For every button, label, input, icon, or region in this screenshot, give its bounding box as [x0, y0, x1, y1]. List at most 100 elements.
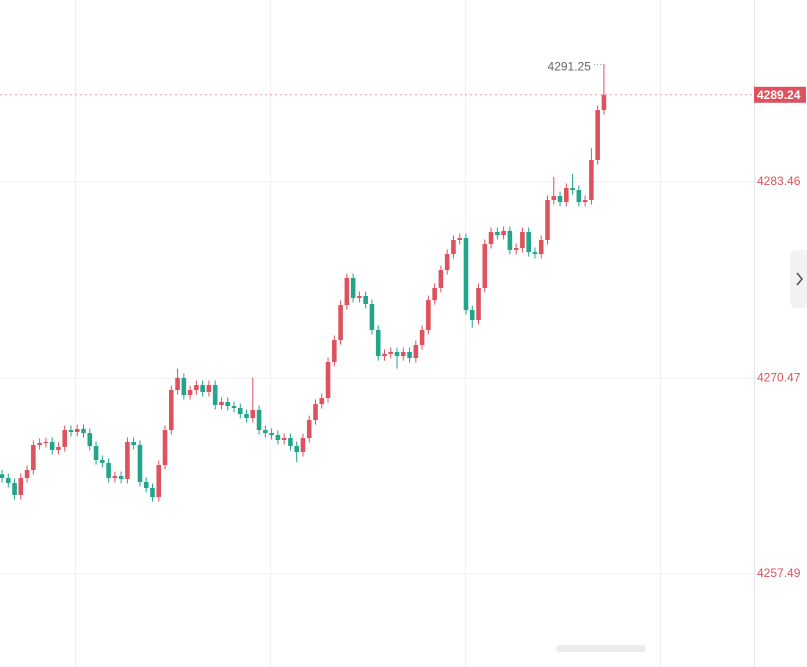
candle-body: [81, 428, 86, 434]
candle-body: [156, 465, 162, 498]
candle-body: [181, 377, 187, 396]
candle-body: [100, 460, 105, 463]
candle-body: [87, 433, 93, 447]
candle-body: [194, 385, 199, 391]
side-panel-toggle[interactable]: [790, 250, 807, 308]
candle-body: [432, 287, 437, 301]
candle-body: [407, 351, 412, 359]
candle-body: [62, 430, 67, 447]
candle-body: [451, 239, 456, 255]
candle-body: [545, 199, 550, 240]
candle-body: [187, 390, 193, 396]
candle-body: [344, 278, 350, 306]
last-price-label: 4289.24: [757, 88, 801, 102]
candle-body: [526, 231, 531, 253]
candle-body: [300, 438, 306, 453]
candle-body: [118, 476, 124, 479]
y-tick-label: 4270.47: [757, 370, 801, 384]
candle-body: [212, 385, 218, 405]
candle-body: [338, 305, 343, 341]
candle-body: [394, 351, 400, 357]
y-tick-label: 4257.49: [757, 566, 801, 580]
candle-body: [275, 435, 281, 440]
max-annotation-label: 4291.25: [548, 60, 592, 74]
candle-body: [564, 188, 569, 202]
y-tick-label: 4283.46: [757, 174, 801, 188]
candle-body: [231, 406, 237, 408]
candle-body: [357, 295, 362, 298]
candle-body: [444, 254, 450, 271]
candle-body: [244, 414, 249, 418]
candle-body: [513, 247, 519, 250]
candle-body: [350, 278, 356, 298]
candle-body: [332, 340, 337, 362]
candle-body: [225, 401, 231, 407]
candle-body: [319, 398, 325, 405]
candle-body: [413, 345, 419, 359]
candle-body: [313, 404, 318, 421]
candle-body: [520, 231, 525, 248]
candle-body: [288, 438, 293, 447]
candle-body: [74, 428, 80, 432]
candle-body: [112, 476, 118, 479]
candle-body: [49, 441, 55, 450]
candle-body: [43, 441, 49, 444]
candle-body: [501, 230, 506, 236]
candle-body: [419, 329, 425, 346]
candle-body: [125, 441, 130, 479]
candle-body: [106, 462, 111, 479]
candle-body: [375, 329, 381, 357]
candle-body: [457, 238, 463, 240]
candle-body: [306, 420, 312, 439]
candle-body: [0, 474, 5, 479]
candle-body: [532, 252, 538, 255]
candle-body: [219, 401, 224, 405]
candle-body: [162, 430, 168, 466]
candle-body: [325, 361, 331, 399]
candle-body: [12, 483, 17, 495]
candle-body: [24, 470, 30, 479]
candle-body: [18, 478, 24, 495]
candle-body: [551, 196, 557, 200]
candle-body: [150, 487, 155, 498]
candle-body: [582, 199, 588, 202]
candle-body: [200, 385, 205, 392]
candle-body: [363, 295, 368, 304]
candle-body: [469, 310, 475, 320]
candle-body: [482, 244, 488, 288]
scroll-handle[interactable]: [556, 645, 646, 652]
candle-body: [250, 409, 256, 418]
candle-body: [557, 196, 563, 202]
candle-body: [31, 444, 36, 471]
candle-body: [137, 444, 143, 482]
candle-body: [131, 441, 136, 445]
candle-body: [5, 478, 11, 484]
candle-body: [56, 446, 61, 450]
candle-body: [538, 239, 544, 255]
candle-body: [495, 231, 500, 236]
last-price-box: [754, 86, 806, 103]
candle-body: [570, 188, 575, 191]
candle-body: [463, 238, 469, 311]
candle-body: [388, 351, 394, 354]
candle-body: [281, 438, 287, 440]
candle-body: [507, 230, 513, 250]
candle-body: [294, 446, 299, 453]
candle-body: [400, 351, 406, 357]
candle-body: [476, 287, 481, 320]
candle-body: [589, 159, 594, 200]
vertical-grid: [75, 0, 661, 667]
candle-body: [269, 433, 274, 436]
candle-body: [576, 190, 582, 202]
candle-body: [68, 430, 74, 432]
candle-body: [369, 303, 375, 330]
chevron-icon: [796, 272, 804, 286]
candle-body: [601, 94, 607, 111]
candle-body: [595, 110, 600, 160]
candle-body: [382, 353, 387, 357]
candle-body: [143, 481, 149, 488]
candle-body: [168, 390, 174, 431]
candle-body: [37, 443, 42, 445]
